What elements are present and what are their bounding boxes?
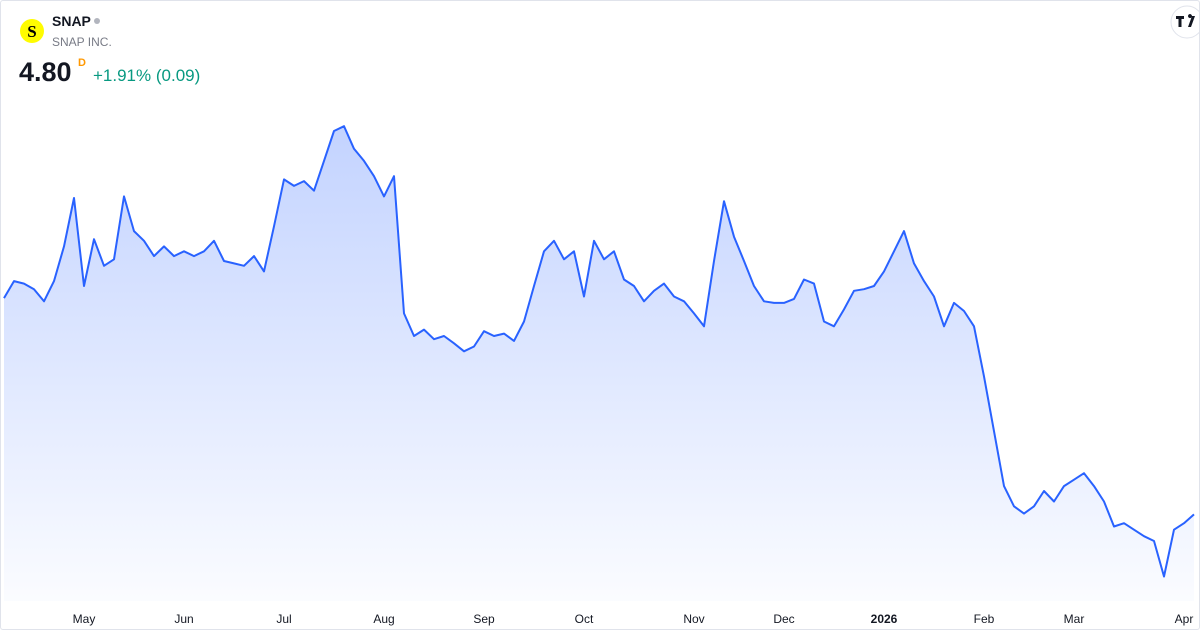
status-dot <box>94 18 100 24</box>
logo <box>20 19 44 43</box>
x-tick-label: Feb <box>974 612 995 626</box>
symbol: SNAP <box>52 13 91 29</box>
interval: D <box>78 57 86 69</box>
x-tick-label: Mar <box>1064 612 1085 626</box>
x-tick-label: Apr <box>1175 612 1194 626</box>
price: 4.80 <box>19 57 72 87</box>
x-tick-label: Jul <box>276 612 291 626</box>
x-tick-label: Nov <box>683 612 704 626</box>
x-tick-label: 2026 <box>871 612 898 626</box>
x-tick-label: Dec <box>773 612 794 626</box>
plot <box>3 125 1195 601</box>
x-tick-label: Jun <box>174 612 193 626</box>
x-tick-label: Aug <box>373 612 394 626</box>
area-fill <box>4 126 1194 601</box>
change: +1.91% (0.09) <box>93 66 200 85</box>
x-tick-label: May <box>73 612 96 626</box>
company-name: SNAP INC. <box>52 35 112 49</box>
x-tick-label: Oct <box>575 612 594 626</box>
x-tick-label: Sep <box>473 612 495 626</box>
price-line <box>3 125 1195 578</box>
logo-letter: S <box>27 22 36 41</box>
tv-logo <box>1170 5 1199 39</box>
